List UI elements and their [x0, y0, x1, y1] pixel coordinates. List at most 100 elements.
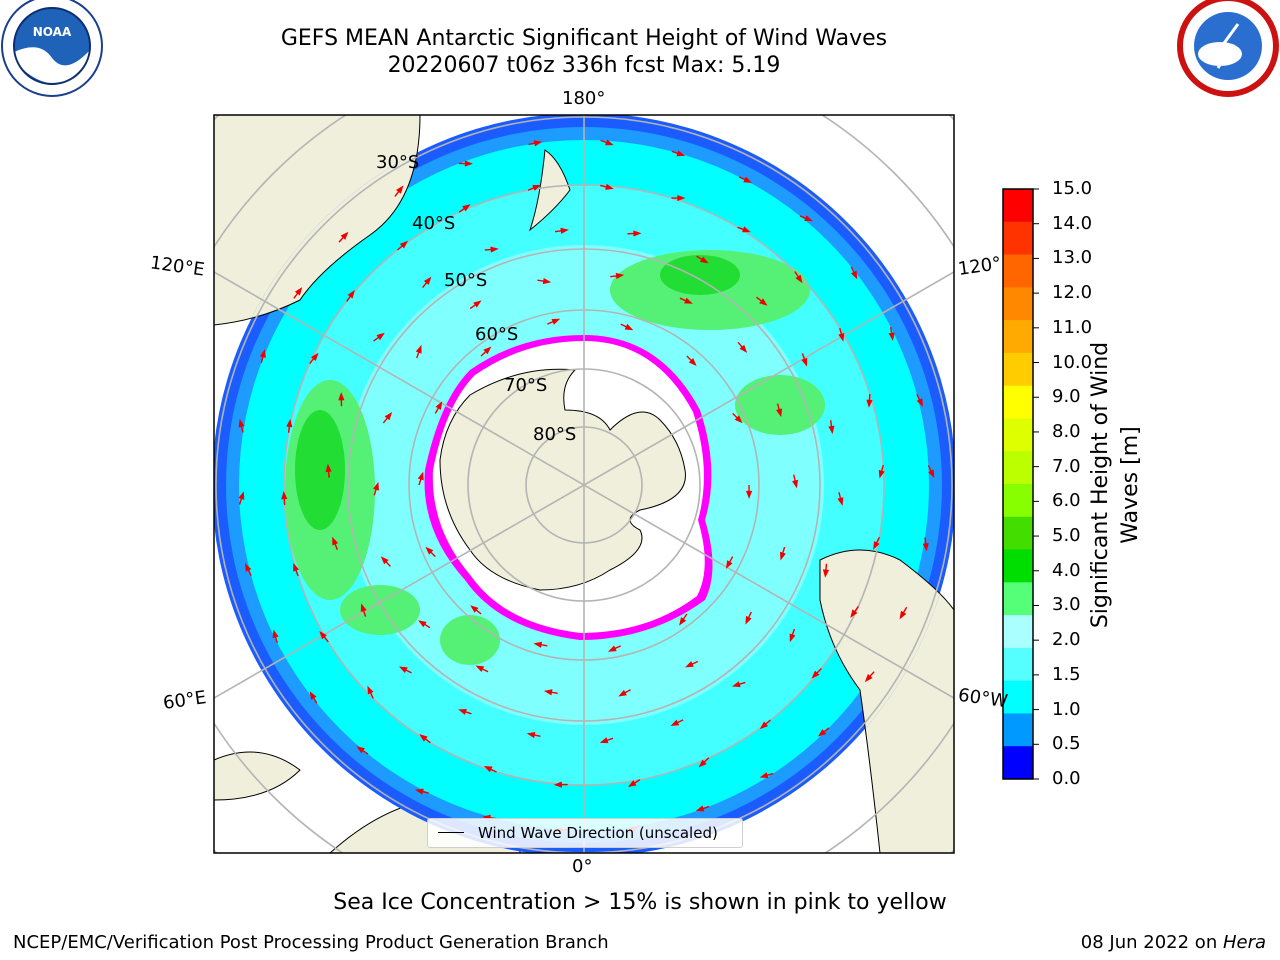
colorbar-segment	[1003, 713, 1033, 747]
wave-arrow-head	[633, 230, 642, 237]
wave-arrow-head	[698, 759, 707, 768]
wave-arrow-head	[745, 615, 752, 625]
wave-arrow-head	[811, 670, 820, 679]
wave-arrow-head	[759, 298, 768, 306]
colorbar-tick-label: 4.0	[1052, 559, 1081, 581]
wave-arrow-head	[684, 297, 693, 304]
wave-arrow-head	[624, 323, 634, 331]
wave-arrow-head	[899, 610, 907, 620]
label-lon-0: 0°	[572, 856, 593, 877]
colorbar-tick-label: 10.0	[1052, 351, 1093, 373]
wave-arrow-head	[464, 160, 473, 167]
wave-arrow-head	[801, 357, 808, 367]
wave-arrow-head	[776, 408, 783, 418]
wave-arrow-head	[473, 300, 482, 308]
wave-arrow-head	[605, 183, 614, 190]
wave-arrow-head	[293, 562, 299, 572]
footer-credit: NCEP/EMC/Verification Post Processing Pr…	[13, 932, 609, 953]
wave-arrow-head	[792, 479, 799, 489]
wave-arrow-head	[828, 425, 835, 435]
wave-arrow-head	[789, 633, 796, 643]
colorbar-tick-label: 1.0	[1052, 698, 1081, 720]
wave-arrow-head	[734, 415, 743, 424]
wave-arrow-head	[245, 563, 252, 572]
wave-arrow-head	[873, 541, 880, 550]
wave-arrow-head	[928, 469, 935, 479]
footer-host: Hera	[1222, 932, 1266, 953]
wave-arrow-head	[425, 546, 434, 555]
wave-arrow-head	[599, 737, 609, 744]
colorbar-tick-label: 12.0	[1052, 282, 1093, 304]
wave-arrow-head	[310, 352, 319, 362]
wave-arrow-head	[739, 344, 748, 353]
wave-arrow-head	[418, 620, 427, 628]
wave-arrow-head	[795, 274, 803, 284]
wave-arrow-head	[281, 491, 288, 500]
wave-arrow-head	[759, 772, 769, 779]
colorbar-segment	[1003, 287, 1033, 321]
colorbar-frame	[1002, 188, 1034, 780]
colorbar-tick-label: 8.0	[1052, 420, 1081, 442]
wave-arrow-head	[700, 256, 709, 264]
wave-arrow-head	[822, 569, 830, 578]
wave-arrow-head	[462, 204, 471, 212]
wave-arrow-head	[415, 788, 424, 795]
wave-arrow-head	[677, 194, 686, 202]
wave-arrow-head	[490, 246, 499, 253]
wave-arrow-head	[415, 344, 422, 354]
wave-arrow-head	[380, 556, 389, 565]
wave-arrow-head	[850, 270, 858, 280]
wave-arrow-head	[916, 398, 924, 407]
land-africa	[214, 751, 301, 801]
wave-arrow-head	[688, 358, 697, 367]
colorbar-tick-label: 14.0	[1052, 212, 1093, 234]
wave-arrow-head	[435, 401, 443, 410]
label-lon-180: 180°	[562, 88, 606, 109]
colorbar-segment	[1003, 680, 1033, 714]
label-lat-70: 70°S	[504, 375, 548, 396]
wave-arrow-head	[272, 629, 279, 639]
colorbar-segment	[1003, 385, 1033, 419]
wave-arrow-head	[286, 418, 293, 428]
wave-arrow-head	[685, 661, 694, 668]
colorbar-tick-label: 15.0	[1052, 178, 1093, 199]
wave-arrow-head	[679, 617, 687, 626]
wave-arrow-head	[618, 689, 627, 697]
colorbar-tick-label: 0.0	[1052, 768, 1081, 789]
wave-arrow-head	[837, 497, 844, 506]
colorbar-tick-label: 9.0	[1052, 386, 1081, 408]
colorbar-segment	[1003, 254, 1033, 288]
caption-text: Sea Ice Concentration > 15% is shown in …	[333, 890, 947, 915]
wave-arrow-head	[338, 392, 345, 401]
chart-title: GEFS MEAN Antarctic Significant Height o…	[280, 26, 888, 51]
map-frame	[213, 114, 955, 854]
wave-arrow-head	[373, 481, 379, 491]
graticule	[214, 115, 954, 853]
wave-arrow-head	[325, 463, 332, 473]
colorbar-segment	[1003, 320, 1033, 354]
colorbar-tick-label: 11.0	[1052, 316, 1093, 338]
wave-arrow-head	[866, 399, 873, 408]
wave-arrow-head	[804, 215, 813, 222]
wave-arrow-head	[399, 240, 409, 249]
colorbar-tick-label: 0.5	[1052, 733, 1081, 755]
wave-arrow-head	[731, 681, 741, 688]
colorbar-segment	[1003, 615, 1033, 649]
label-lat-60: 60°S	[475, 324, 519, 345]
wave-arrow-head	[888, 332, 895, 341]
colorbar-segment	[1003, 484, 1033, 518]
nws-logo	[1177, 0, 1279, 97]
wave-arrow-head	[551, 318, 561, 325]
wave-arrow-head	[695, 805, 705, 812]
wave-arrow-head	[864, 673, 873, 683]
colorbar-segment	[1003, 746, 1033, 780]
colorbar-tick-label: 5.0	[1052, 525, 1081, 547]
wave-arrow-head	[470, 605, 479, 613]
wave-arrow-head	[607, 645, 617, 652]
colorbar	[1002, 188, 1039, 780]
legend-label: Wind Wave Direction (unscaled)	[478, 824, 718, 842]
wave-arrow-head	[676, 150, 686, 157]
wave-arrow-head	[423, 276, 432, 285]
colorbar-segment	[1003, 549, 1033, 583]
colorbar-segment	[1003, 647, 1033, 682]
